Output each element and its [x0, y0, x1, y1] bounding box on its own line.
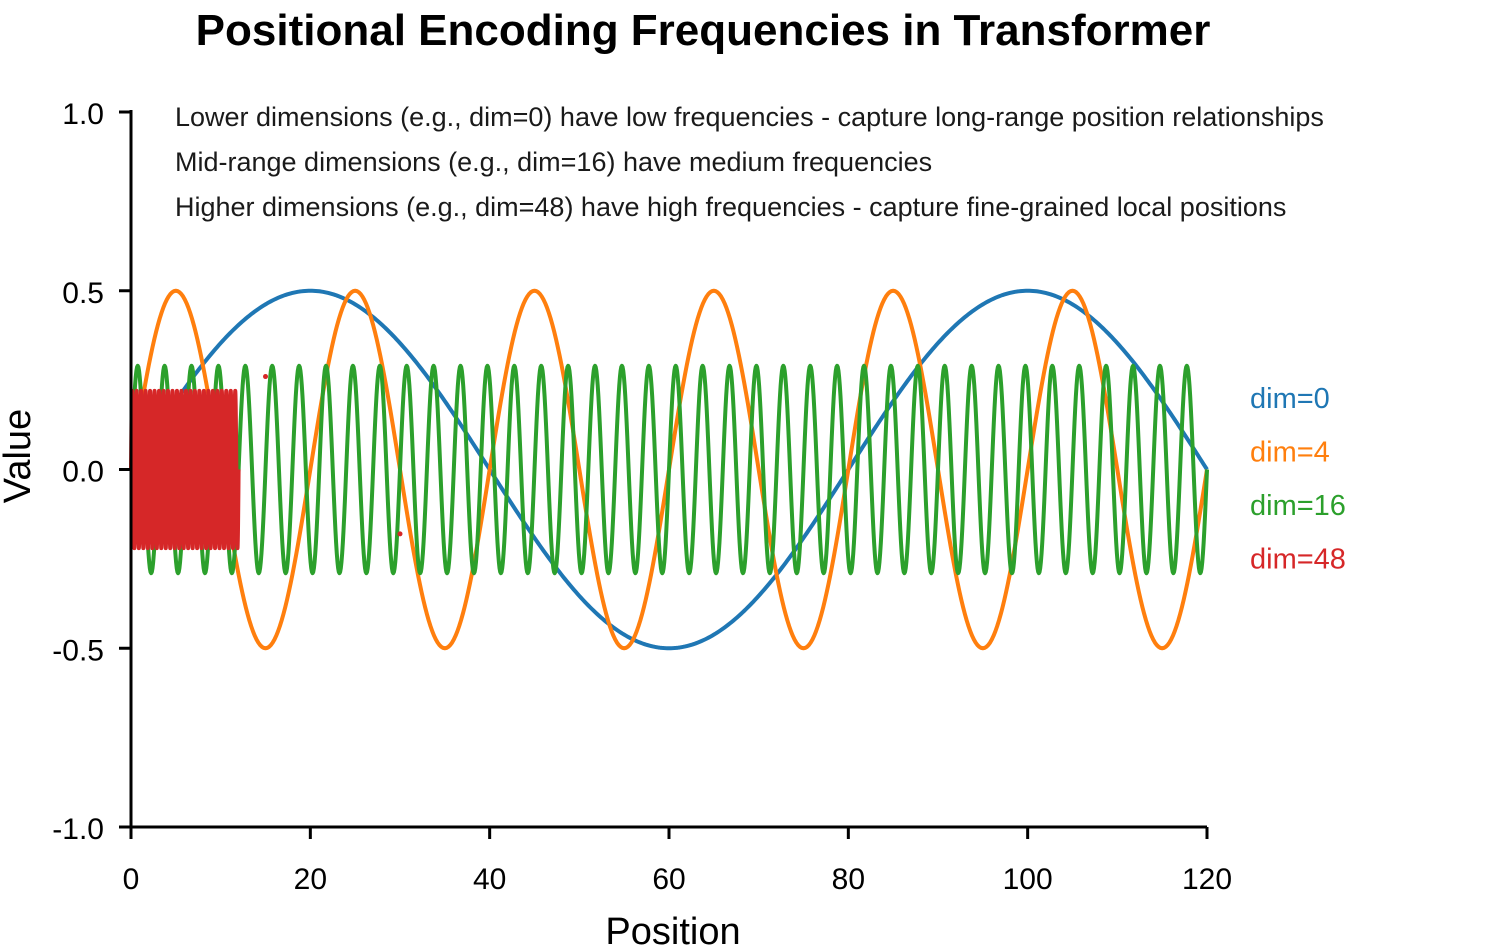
legend-item-dim-0: dim=0 [1250, 383, 1330, 415]
series-line-dim-0 [129, 288, 1209, 651]
x-tick-label: 0 [123, 863, 140, 896]
legend-item-dim-16: dim=16 [1250, 490, 1346, 522]
annotation-mid-dims: Mid-range dimensions (e.g., dim=16) have… [175, 147, 932, 177]
series-point-dim-48 [397, 531, 403, 537]
annotation-low-dims: Lower dimensions (e.g., dim=0) have low … [175, 102, 1324, 132]
x-tick-label: 40 [473, 863, 506, 896]
legend-item-dim-4: dim=4 [1250, 437, 1330, 469]
annotations: Lower dimensions (e.g., dim=0) have low … [175, 102, 1324, 222]
x-tick-label: 120 [1182, 863, 1232, 896]
series-point-dim-48 [263, 374, 268, 380]
y-tick-label: -1.0 [52, 813, 104, 846]
annotation-high-dims: Higher dimensions (e.g., dim=48) have hi… [175, 192, 1286, 222]
y-tick-label: 0.5 [62, 277, 104, 310]
x-tick-label: 80 [832, 863, 865, 896]
y-tick-label: 0.0 [62, 456, 104, 489]
y-axis-title: Value [0, 409, 39, 503]
series-line-dim-48 [129, 388, 241, 551]
legend-item-dim-48: dim=48 [1250, 544, 1346, 576]
x-tick-label: 100 [1003, 863, 1053, 896]
series-layer [129, 288, 1209, 651]
series-line-dim-16 [129, 363, 1209, 576]
y-tick-label: 1.0 [62, 98, 104, 131]
chart-title: Positional Encoding Frequencies in Trans… [196, 6, 1211, 55]
x-tick-label: 60 [652, 863, 685, 896]
x-ticks: 0 20 40 60 80 100 120 [123, 827, 1232, 896]
x-tick-label: 20 [294, 863, 327, 896]
y-tick-label: -0.5 [52, 634, 104, 667]
legend: dim=0 dim=4 dim=16 dim=48 [1250, 383, 1346, 576]
x-axis-title: Position [605, 911, 740, 951]
y-ticks: -1.0 -0.5 0.0 0.5 1.0 [52, 98, 131, 846]
